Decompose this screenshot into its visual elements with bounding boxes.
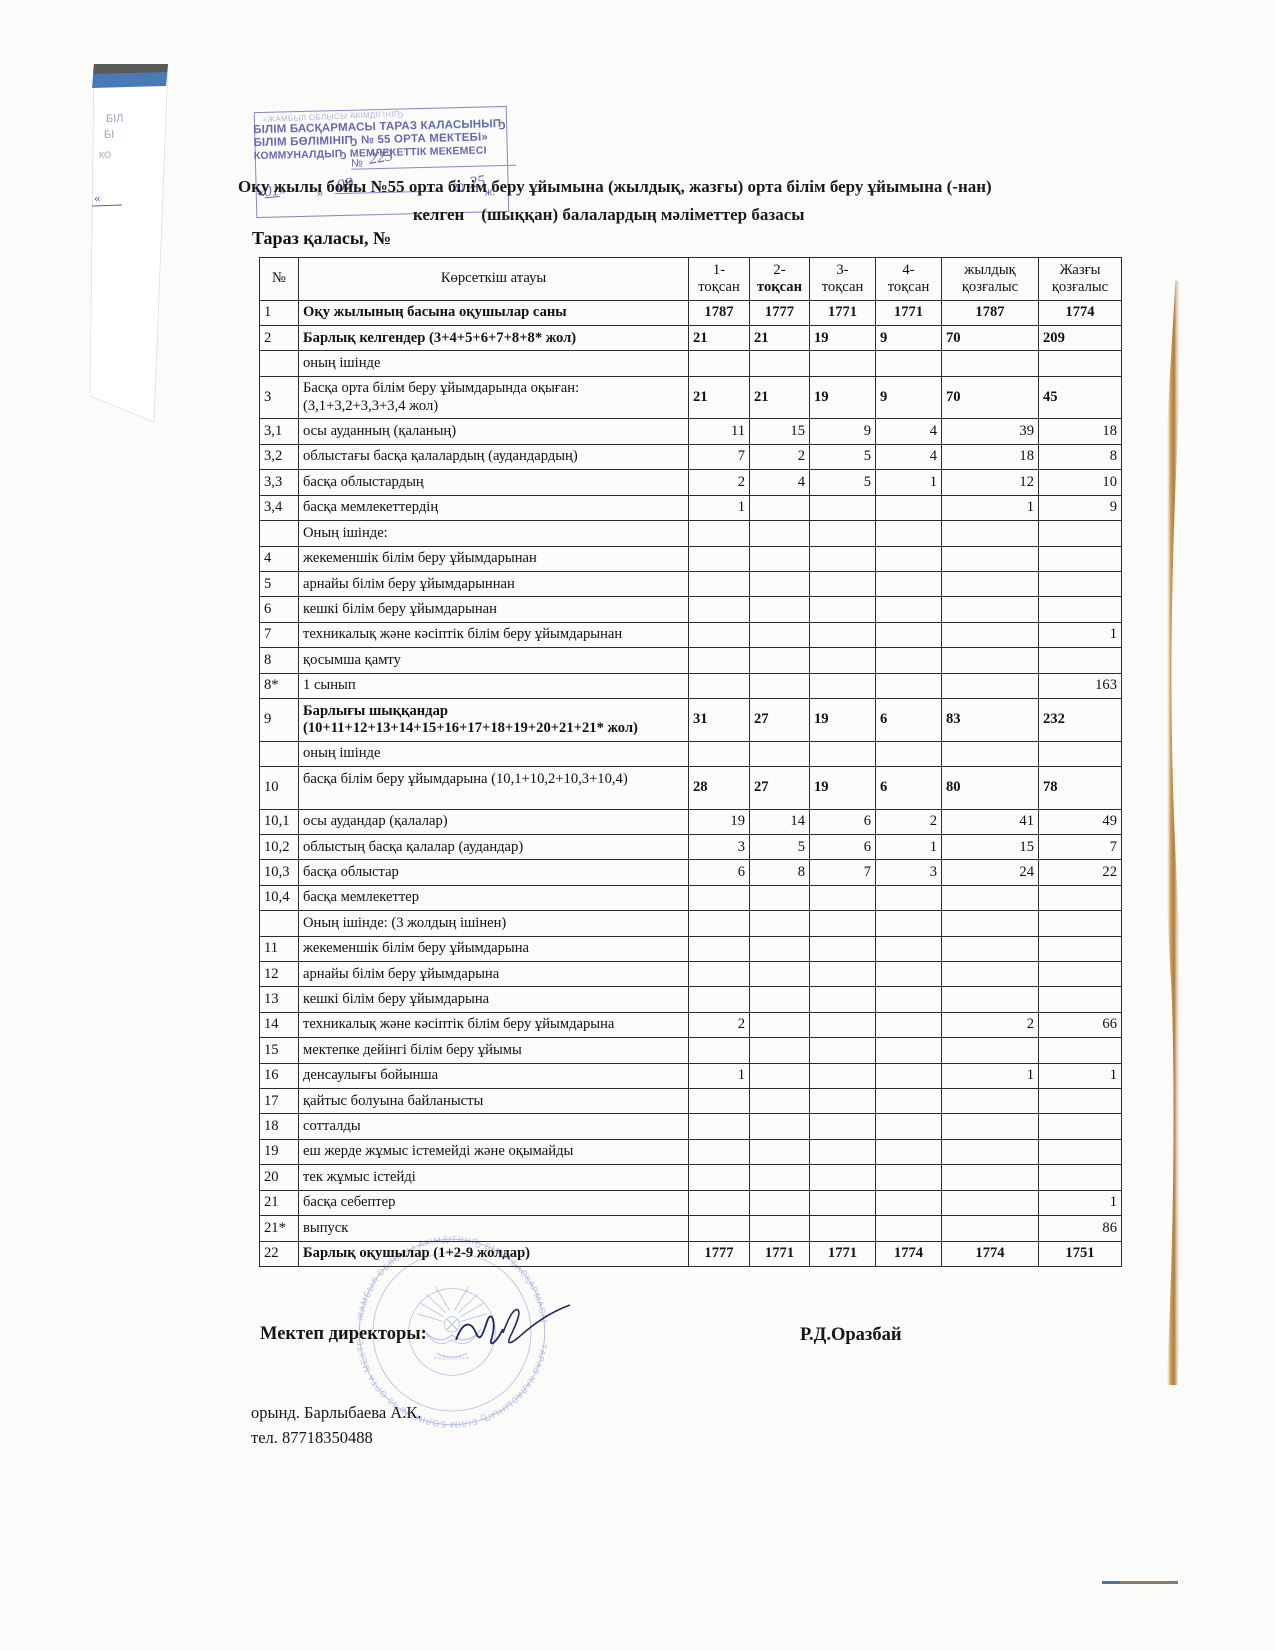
svg-text:БІЛ: БІЛ bbox=[106, 113, 124, 125]
svg-text:«: « bbox=[94, 190, 101, 205]
svg-text:БІ: БІ bbox=[104, 129, 114, 141]
svg-text:КО: КО bbox=[99, 150, 111, 160]
